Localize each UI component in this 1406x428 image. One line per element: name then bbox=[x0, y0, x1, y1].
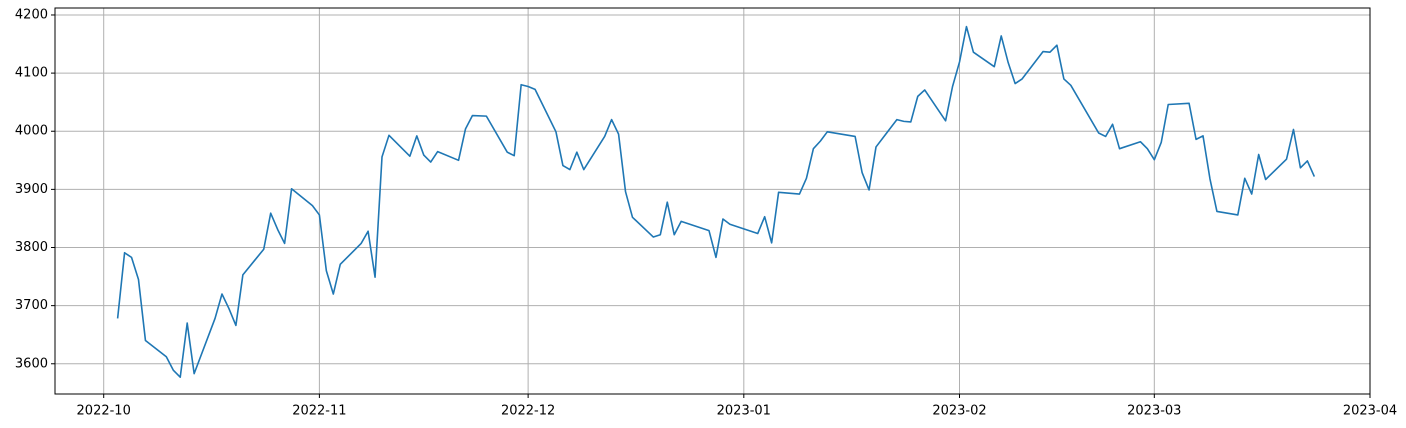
x-tick-label: 2023-02 bbox=[932, 404, 986, 419]
y-tick-label: 3700 bbox=[15, 298, 48, 313]
x-tick-label: 2022-10 bbox=[77, 404, 131, 419]
y-tick-label: 3600 bbox=[15, 356, 48, 371]
x-tick-label: 2023-04 bbox=[1343, 404, 1397, 419]
x-tick-label: 2023-03 bbox=[1127, 404, 1181, 419]
x-tick-label: 2022-12 bbox=[501, 404, 555, 419]
y-tick-label: 4000 bbox=[15, 124, 48, 139]
y-tick-label: 4200 bbox=[15, 7, 48, 22]
y-tick-label: 3800 bbox=[15, 240, 48, 255]
y-tick-label: 4100 bbox=[15, 66, 48, 81]
plot-frame bbox=[54, 7, 1371, 395]
x-tick-label: 2023-01 bbox=[717, 404, 771, 419]
data-line bbox=[116, 25, 1316, 378]
y-tick-label: 3900 bbox=[15, 182, 48, 197]
x-tick-label: 2022-11 bbox=[292, 404, 346, 419]
